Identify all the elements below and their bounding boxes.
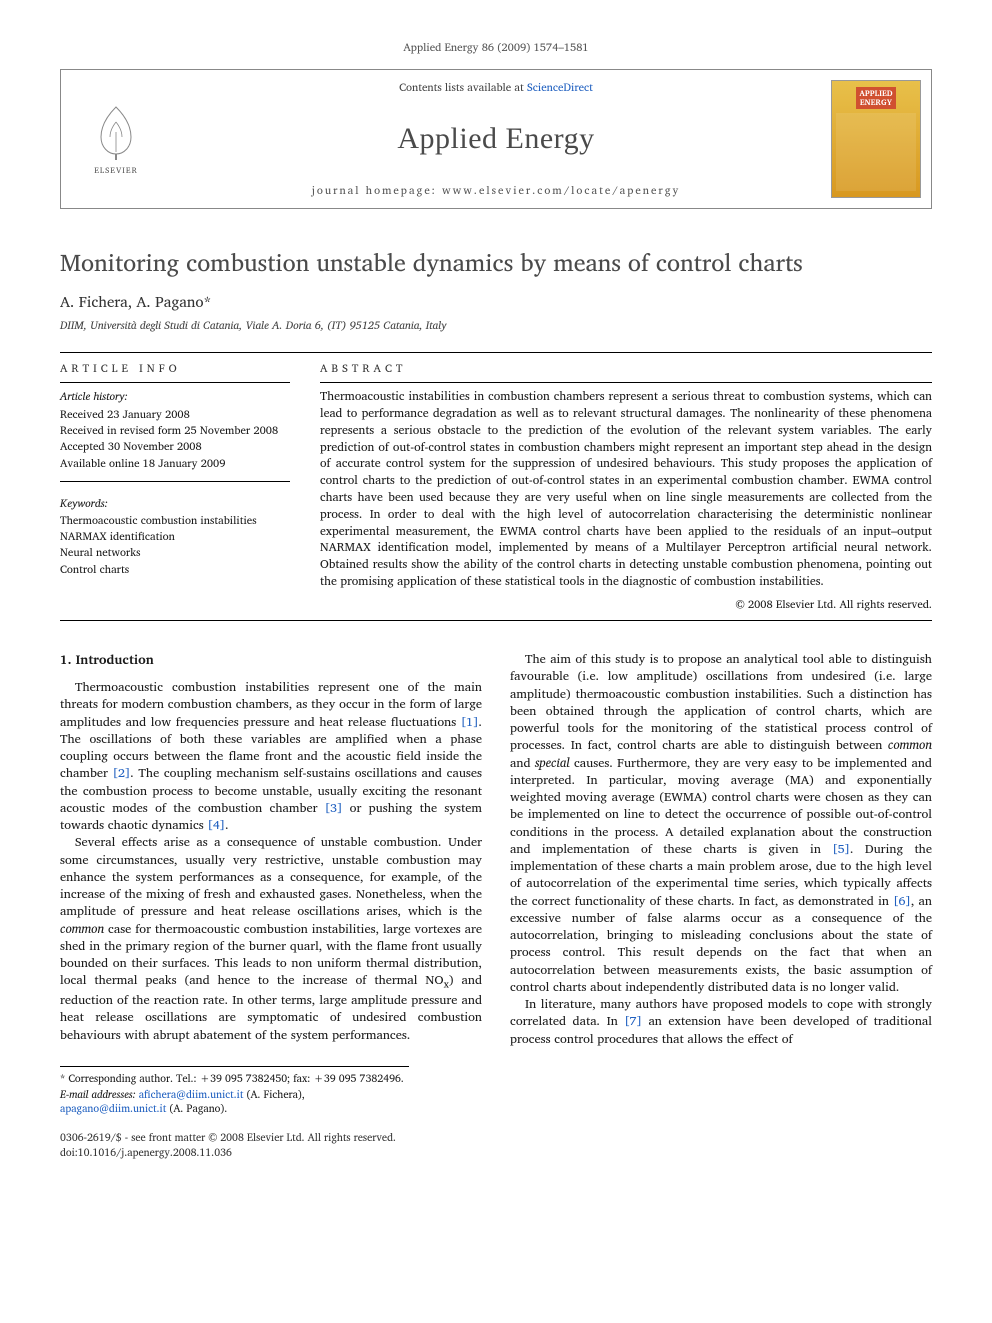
abstract-column: ABSTRACT Thermoacoustic instabilities in… xyxy=(320,353,932,612)
footer-meta: 0306-2619/$ - see front matter © 2008 El… xyxy=(60,1130,932,1159)
elsevier-tree-icon: ELSEVIER xyxy=(81,94,151,184)
contents-prefix: Contents lists available at xyxy=(399,78,527,96)
history-head: Article history: xyxy=(60,389,290,404)
history-item: Received 23 January 2008 xyxy=(60,407,290,422)
contents-available-line: Contents lists available at ScienceDirec… xyxy=(399,80,593,95)
affiliation: DIIM, Università degli Studi di Catania,… xyxy=(60,318,932,333)
journal-cover-thumb: APPLIED ENERGY xyxy=(831,80,921,198)
keyword: NARMAX identification xyxy=(60,529,290,544)
cover-title-line2: ENERGY xyxy=(860,95,892,109)
body-paragraph: Thermoacoustic combustion instabilities … xyxy=(60,679,482,834)
body-paragraph: The aim of this study is to propose an a… xyxy=(510,651,932,996)
article-title: Monitoring combustion unstable dynamics … xyxy=(60,247,932,277)
keywords-head: Keywords: xyxy=(60,496,290,511)
article-info-label: ARTICLE INFO xyxy=(60,353,290,382)
corresponding-marker: * xyxy=(204,289,212,314)
cover-thumb-area: APPLIED ENERGY xyxy=(821,70,931,208)
abstract-label: ABSTRACT xyxy=(320,353,932,382)
sciencedirect-link[interactable]: ScienceDirect xyxy=(527,78,593,96)
history-item: Available online 18 January 2009 xyxy=(60,456,290,471)
history-item: Accepted 30 November 2008 xyxy=(60,439,290,454)
abstract-copyright: © 2008 Elsevier Ltd. All rights reserved… xyxy=(320,597,932,612)
keyword: Neural networks xyxy=(60,545,290,560)
page: Applied Energy 86 (2009) 1574–1581 ELSEV… xyxy=(0,0,992,1189)
publisher-logo-area: ELSEVIER xyxy=(61,70,171,208)
running-head: Applied Energy 86 (2009) 1574–1581 xyxy=(60,40,932,55)
body-paragraph: Several effects arise as a consequence o… xyxy=(60,834,482,1044)
info-rule-2 xyxy=(60,481,290,482)
article-history: Article history: Received 23 January 200… xyxy=(60,383,290,577)
cover-body xyxy=(836,113,916,191)
info-abstract-block: ARTICLE INFO Article history: Received 2… xyxy=(60,352,932,621)
publisher-label: ELSEVIER xyxy=(94,165,138,176)
article-info-column: ARTICLE INFO Article history: Received 2… xyxy=(60,353,290,612)
email-who: (A. Pagano). xyxy=(169,1099,227,1117)
journal-masthead: ELSEVIER Contents lists available at Sci… xyxy=(60,69,932,209)
keyword: Control charts xyxy=(60,562,290,577)
journal-name: Applied Energy xyxy=(397,118,594,160)
body-two-column: 1. Introduction Thermoacoustic combustio… xyxy=(60,651,932,1048)
doi-line: doi:10.1016/j.apenergy.2008.11.036 xyxy=(60,1145,932,1160)
corresponding-author-note: * Corresponding author. Tel.: +39 095 73… xyxy=(60,1071,409,1086)
history-item: Received in revised form 25 November 200… xyxy=(60,423,290,438)
email-who: (A. Fichera), xyxy=(247,1085,305,1103)
authors-line: A. Fichera, A. Pagano* xyxy=(60,291,932,312)
rule-bottom xyxy=(60,620,932,621)
footnotes: * Corresponding author. Tel.: +39 095 73… xyxy=(60,1066,409,1116)
email-addresses-line: E-mail addresses: afichera@diim.unict.it… xyxy=(60,1087,409,1116)
abstract-text: Thermoacoustic instabilities in combusti… xyxy=(320,383,932,591)
body-paragraph: In literature, many authors have propose… xyxy=(510,996,932,1048)
tree-icon xyxy=(86,102,146,162)
section-heading-intro: 1. Introduction xyxy=(60,651,482,669)
author-email-link[interactable]: apagano@diim.unict.it xyxy=(60,1099,166,1117)
journal-homepage: journal homepage: www.elsevier.com/locat… xyxy=(312,183,681,198)
cover-title: APPLIED ENERGY xyxy=(856,87,895,109)
authors: A. Fichera, A. Pagano xyxy=(60,289,204,314)
masthead-center: Contents lists available at ScienceDirec… xyxy=(171,70,821,208)
keyword: Thermoacoustic combustion instabilities xyxy=(60,513,290,528)
